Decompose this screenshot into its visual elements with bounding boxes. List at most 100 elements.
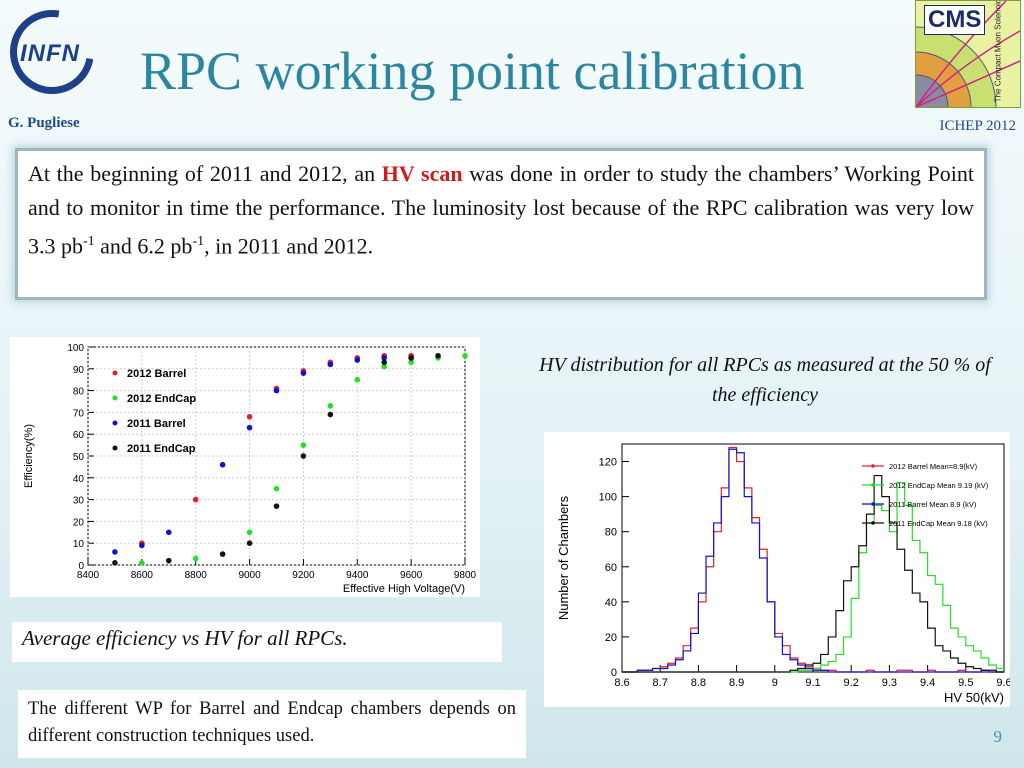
- intro-text-3: and 6.2 pb: [94, 233, 193, 259]
- slide-title: RPC working point calibration: [140, 41, 805, 101]
- legend-marker: [871, 521, 875, 525]
- data-point-green: [300, 442, 307, 448]
- data-point-green: [408, 359, 414, 366]
- x-tick-label: 8400: [77, 570, 100, 581]
- data-point-black: [273, 503, 280, 509]
- x-tick-label: 9.4: [920, 677, 935, 689]
- data-point-black: [112, 560, 118, 566]
- y-tick-label: 120: [599, 457, 617, 469]
- hv-distribution-chart: 0 20 40 60 80 100 120 8.6 8.7 8.8 8.9 9 9.1 9.2 9.3 9.4…: [544, 432, 1010, 707]
- data-point-green: [354, 376, 361, 383]
- data-point-blue: [165, 529, 172, 536]
- x-tick-label: 9.5: [958, 677, 973, 689]
- y-tick-label: 80: [73, 387, 85, 398]
- cms-logo-text: CMS: [924, 5, 986, 35]
- data-point-blue: [139, 542, 145, 549]
- intro-highlight: HV scan: [381, 161, 463, 186]
- intro-text-2: was done in order to study the chambers’…: [28, 161, 974, 259]
- x-axis-label: Effective High Voltage(V): [343, 583, 465, 595]
- x-tick-label: 9: [772, 677, 778, 689]
- y-tick-label: 0: [611, 667, 617, 679]
- data-point-green: [462, 352, 468, 359]
- x-tick-label: 8800: [185, 570, 208, 581]
- x-tick-label: 9200: [292, 570, 315, 581]
- intro-text-4: , in 2011 and 2012.: [204, 233, 374, 259]
- x-tick-label: 9800: [454, 570, 477, 581]
- infn-logo: INFN: [0, 0, 111, 111]
- intro-sup-2: -1: [192, 234, 205, 249]
- data-point-green: [273, 485, 280, 492]
- legend-marker: [112, 445, 118, 451]
- y-axis-label: Efficiency(%): [23, 424, 35, 488]
- histogram-series-blue: [622, 448, 1004, 673]
- y-tick-label: 70: [73, 408, 85, 419]
- y-tick-label: 20: [605, 632, 617, 644]
- data-point-blue: [300, 370, 307, 376]
- data-point-green: [192, 555, 199, 562]
- x-axis-label: HV 50(kV): [944, 690, 1004, 705]
- cms-logo-subtext: The Compact Muon Solenoid: [993, 0, 1003, 103]
- legend-label: 2011 Barrel Mean 8.9 (kV): [889, 500, 977, 509]
- legend-label: 2012 EndCap: [127, 393, 196, 405]
- y-tick-label: 20: [73, 517, 85, 528]
- data-point-blue: [219, 461, 226, 468]
- legend-marker: [871, 483, 875, 487]
- data-point-black: [381, 359, 388, 366]
- data-point-red: [246, 413, 253, 420]
- data-point-black: [408, 355, 414, 361]
- histogram-series-red: [622, 446, 1004, 673]
- efficiency-chart: 0 10 20 30 40 50 60 70 80 90 100 8400 8600 8800 9000 92…: [10, 337, 480, 597]
- data-point-blue: [246, 424, 253, 431]
- y-tick-label: 0: [78, 561, 84, 572]
- data-point-black: [165, 557, 172, 564]
- data-point-red: [192, 496, 199, 503]
- legend-marker: [871, 464, 875, 468]
- y-tick-label: 40: [605, 597, 617, 609]
- legend-label: 2011 EndCap: [127, 443, 196, 455]
- legend-label: 2012 Barrel: [127, 368, 186, 380]
- page-number: 9: [993, 727, 1003, 746]
- legend-marker: [112, 370, 118, 376]
- legend-label: 2011 Barrel: [127, 418, 186, 430]
- intro-text-box: At the beginning of 2011 and 2012, an HV…: [18, 151, 984, 297]
- y-tick-label: 100: [67, 343, 84, 354]
- legend-label: 2012 EndCap Mean 9.19 (kV): [889, 481, 989, 490]
- legend-marker: [871, 502, 875, 506]
- hv-caption: HV distribution for all RPCs as measured…: [539, 354, 991, 406]
- data-point-black: [219, 551, 226, 557]
- y-tick-label: 40: [73, 474, 85, 485]
- intro-paragraph: At the beginning of 2011 and 2012, an HV…: [28, 157, 974, 263]
- legend-label: 2012 Barrel Mean=8.9(kV): [889, 462, 978, 471]
- x-tick-label: 9.3: [882, 677, 897, 689]
- data-point-black: [246, 540, 253, 546]
- author-name: G. Pugliese: [8, 115, 80, 131]
- x-tick-label: 9.6: [996, 677, 1010, 689]
- y-tick-label: 60: [605, 562, 617, 574]
- x-tick-label: 8.9: [729, 677, 744, 689]
- legend-marker: [112, 395, 118, 401]
- infn-logo-text: INFN: [20, 40, 80, 67]
- data-point-black: [435, 352, 441, 359]
- conference-label: ICHEP 2012: [939, 118, 1016, 134]
- x-tick-label: 8.6: [614, 677, 629, 689]
- data-point-blue: [327, 361, 334, 368]
- data-point-blue: [354, 357, 361, 363]
- data-point-blue: [273, 387, 280, 394]
- intro-text-1: At the beginning of 2011 and 2012, an: [28, 161, 382, 186]
- histogram-series-black: [622, 474, 1004, 673]
- x-tick-label: 8.7: [653, 677, 668, 689]
- efficiency-chart-svg: 0 10 20 30 40 50 60 70 80 90 100 8400 8600 8800 9000 92…: [23, 343, 477, 595]
- hv-chart-svg: 0 20 40 60 80 100 120 8.6 8.7 8.8 8.9 9 9.1 9.2 9.3 9.4…: [556, 443, 1010, 705]
- data-point-blue: [381, 355, 388, 361]
- x-tick-label: 8600: [131, 570, 154, 581]
- cms-logo-graphic: [916, 1, 1020, 107]
- legend-label: 2011 EndCap Mean 9.18 (kV): [889, 519, 988, 528]
- y-tick-label: 50: [73, 452, 85, 463]
- data-point-green: [381, 363, 388, 370]
- x-tick-label: 9.1: [805, 677, 820, 689]
- x-tick-label: 9000: [238, 570, 261, 581]
- x-tick-label: 9.2: [844, 677, 859, 689]
- x-tick-label: 9400: [346, 570, 369, 581]
- y-tick-label: 80: [605, 527, 617, 539]
- data-point-black: [327, 411, 334, 418]
